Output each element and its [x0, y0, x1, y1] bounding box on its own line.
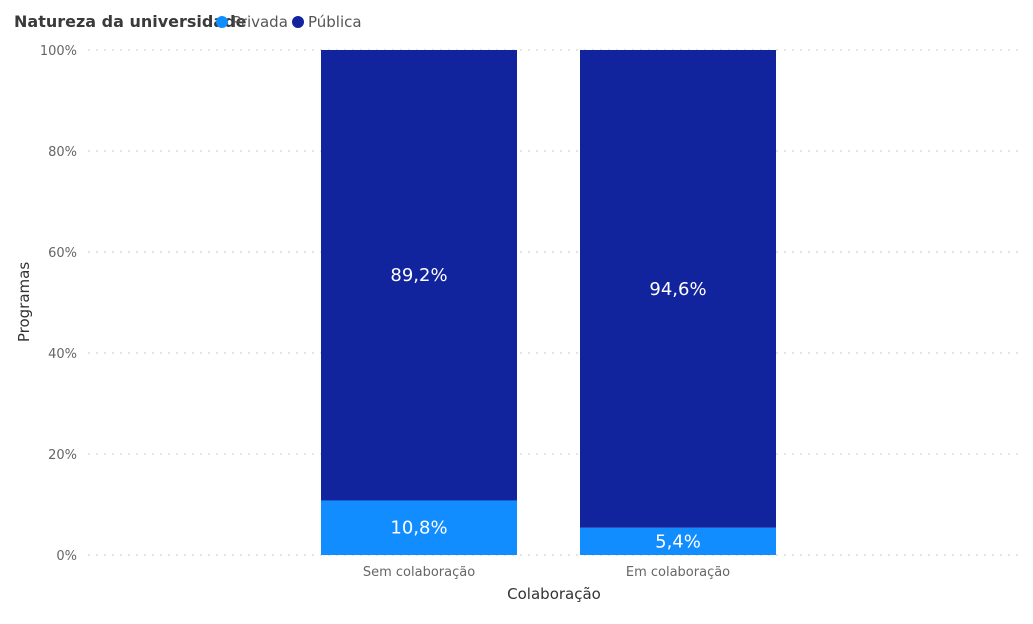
y-tick-label-4: 80% [48, 145, 77, 160]
bar-1-privada [321, 500, 517, 555]
y-tick-label-1: 20% [48, 448, 77, 463]
data-label-1-1: 10,8% [390, 518, 447, 539]
y-tick-label-0: 0% [56, 549, 77, 564]
bars: 10,8% 89,2% 5,4% 94,6% [321, 50, 776, 555]
data-label-2-2: 94,6% [649, 279, 706, 300]
y-tick-label-5: 100% [40, 44, 77, 59]
legend-label-1: Privada [232, 13, 288, 31]
gridlines [88, 49, 1020, 556]
y-axis-ticks: 0% 20% 40% 60% 80% 100% [40, 44, 77, 564]
bar-1-publica [321, 50, 517, 501]
bar-2-publica [580, 50, 776, 528]
x-axis-categories: Sem colaboração Em colaboração [363, 565, 730, 580]
y-axis-title: Programas [15, 262, 33, 342]
legend: Natureza da universidade Privada Pública [14, 12, 362, 31]
data-label-1-2: 89,2% [390, 265, 447, 286]
x-axis-title: Colaboração [507, 585, 601, 603]
y-tick-label-3: 60% [48, 246, 77, 261]
bar-2-privada [580, 527, 776, 555]
legend-marker-1 [216, 16, 228, 28]
category-label-1: Sem colaboração [363, 565, 475, 580]
y-tick-label-2: 40% [48, 347, 77, 362]
data-label-2-1: 5,4% [655, 531, 701, 552]
legend-marker-2 [292, 16, 304, 28]
legend-title: Natureza da universidade [14, 12, 247, 31]
legend-label-2: Pública [308, 13, 362, 31]
category-label-2: Em colaboração [626, 565, 730, 580]
